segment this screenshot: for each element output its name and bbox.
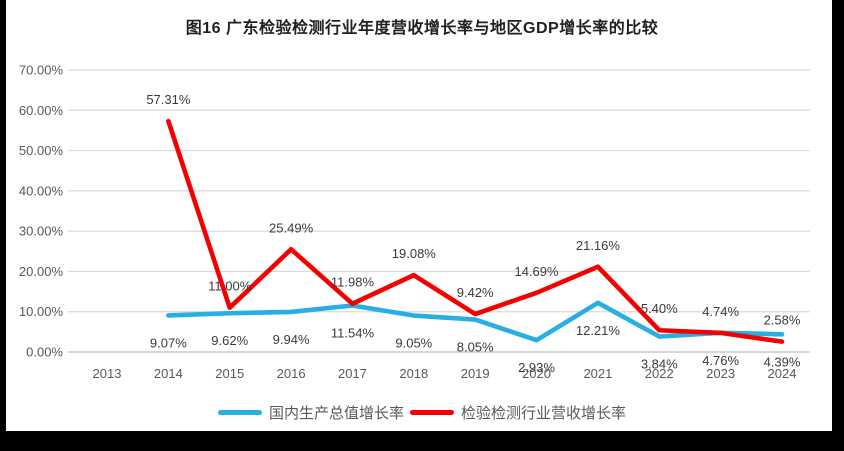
x-tick-label-2022: 2022 [645, 366, 674, 381]
y-tick-label: 40.00% [19, 183, 64, 198]
data-label-1-2020: 14.69% [514, 264, 559, 279]
data-label-1-2016: 25.49% [269, 220, 314, 235]
x-tick-label-2024: 2024 [768, 366, 797, 381]
data-label-0-2018: 9.05% [395, 336, 432, 351]
data-label-1-2014: 57.31% [146, 92, 191, 107]
frame-border-right [832, 0, 844, 451]
y-tick-label: 60.00% [19, 103, 64, 118]
data-label-0-2017: 11.54% [331, 326, 375, 341]
frame-border-left [0, 0, 6, 451]
legend-label-gdp: 国内生产总值增长率 [268, 405, 404, 422]
line-chart: 0.00% 10.00% 20.00% 30.00% 40.00% 50.00% 60.00… [19, 63, 810, 381]
data-label-0-2015: 9.62% [211, 333, 248, 348]
y-tick-label: 50.00% [19, 143, 64, 158]
legend-item-gdp: 国内生产总值增长率 [217, 402, 404, 423]
data-label-1-2019: 9.42% [457, 285, 494, 300]
data-label-0-2024: 4.39% [764, 354, 801, 369]
frame-border-bottom [0, 431, 844, 451]
x-tick-label-2015: 2015 [215, 366, 244, 381]
x-tick-label-2023: 2023 [706, 366, 735, 381]
x-tick-label-2021: 2021 [583, 366, 612, 381]
y-tick-label: 70.00% [19, 63, 64, 78]
chart-title: 图16 广东检验检测行业年度营收增长率与地区GDP增长率的比较 [185, 20, 659, 37]
data-label-1-2017: 11.98% [331, 275, 375, 290]
data-label-1-2023: 4.74% [702, 304, 739, 319]
legend-swatch-industry [410, 410, 454, 415]
x-tick-label-2014: 2014 [154, 366, 183, 381]
data-label-0-2023: 4.76% [702, 353, 739, 368]
data-label-1-2015: 11.00% [208, 279, 252, 294]
x-tick-label-2019: 2019 [461, 366, 490, 381]
data-label-0-2021: 12.21% [576, 323, 621, 338]
chart-legend: 国内生产总值增长率 检验检测行业营收增长率 [0, 402, 844, 423]
x-tick-label-2020: 2020 [522, 366, 551, 381]
legend-label-industry: 检验检测行业营收增长率 [461, 405, 627, 422]
x-tick-label-2013: 2013 [93, 366, 122, 381]
data-label-0-2020: 2.93% [518, 360, 555, 375]
x-tick-label-2016: 2016 [277, 366, 306, 381]
legend-item-industry: 检验检测行业营收增长率 [410, 402, 626, 423]
data-label-0-2014: 9.07% [150, 335, 187, 350]
data-label-0-2019: 8.05% [457, 340, 494, 355]
x-tick-label-2018: 2018 [399, 366, 428, 381]
data-label-1-2021: 21.16% [576, 238, 621, 253]
data-label-1-2018: 19.08% [392, 246, 437, 261]
y-tick-label: 0.00% [26, 345, 63, 360]
y-tick-label: 30.00% [19, 224, 64, 239]
data-label-1-2022: 5.40% [641, 301, 678, 316]
legend-swatch-gdp [217, 410, 262, 415]
y-tick-label: 20.00% [19, 264, 64, 279]
data-label-0-2016: 9.94% [273, 332, 310, 347]
data-label-0-2022: 3.84% [641, 357, 678, 372]
series-line-1 [166, 118, 785, 344]
series-line-0 [166, 300, 785, 343]
data-label-1-2024: 2.58% [764, 313, 801, 328]
x-tick-label-2017: 2017 [338, 366, 367, 381]
y-tick-label: 10.00% [19, 304, 64, 319]
